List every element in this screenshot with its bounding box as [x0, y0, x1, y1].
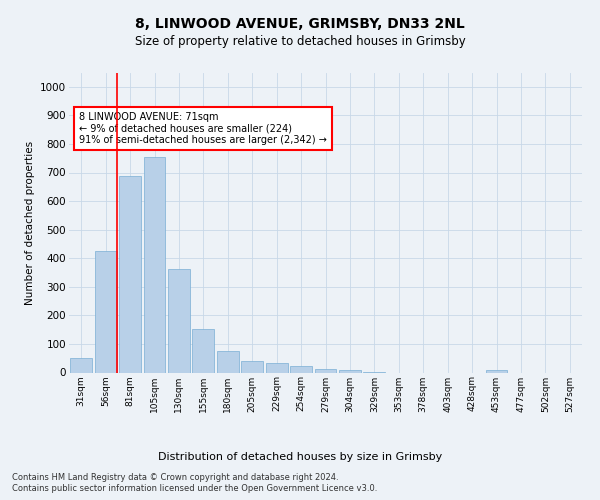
Bar: [290, 366, 312, 372]
Bar: [485, 370, 508, 372]
Bar: [193, 329, 214, 372]
Text: Contains HM Land Registry data © Crown copyright and database right 2024.: Contains HM Land Registry data © Crown c…: [12, 472, 338, 482]
Bar: [70, 358, 92, 372]
Bar: [119, 176, 141, 372]
Text: Size of property relative to detached houses in Grimsby: Size of property relative to detached ho…: [134, 35, 466, 48]
Bar: [339, 370, 361, 372]
Bar: [143, 156, 166, 372]
Bar: [217, 351, 239, 372]
Bar: [95, 251, 116, 372]
Text: Distribution of detached houses by size in Grimsby: Distribution of detached houses by size …: [158, 452, 442, 462]
Text: 8 LINWOOD AVENUE: 71sqm
← 9% of detached houses are smaller (224)
91% of semi-de: 8 LINWOOD AVENUE: 71sqm ← 9% of detached…: [79, 112, 327, 144]
Text: Contains public sector information licensed under the Open Government Licence v3: Contains public sector information licen…: [12, 484, 377, 493]
Bar: [241, 361, 263, 372]
Text: 8, LINWOOD AVENUE, GRIMSBY, DN33 2NL: 8, LINWOOD AVENUE, GRIMSBY, DN33 2NL: [135, 18, 465, 32]
Bar: [266, 363, 287, 372]
Bar: [168, 269, 190, 372]
Y-axis label: Number of detached properties: Number of detached properties: [25, 140, 35, 304]
Bar: [314, 369, 337, 372]
